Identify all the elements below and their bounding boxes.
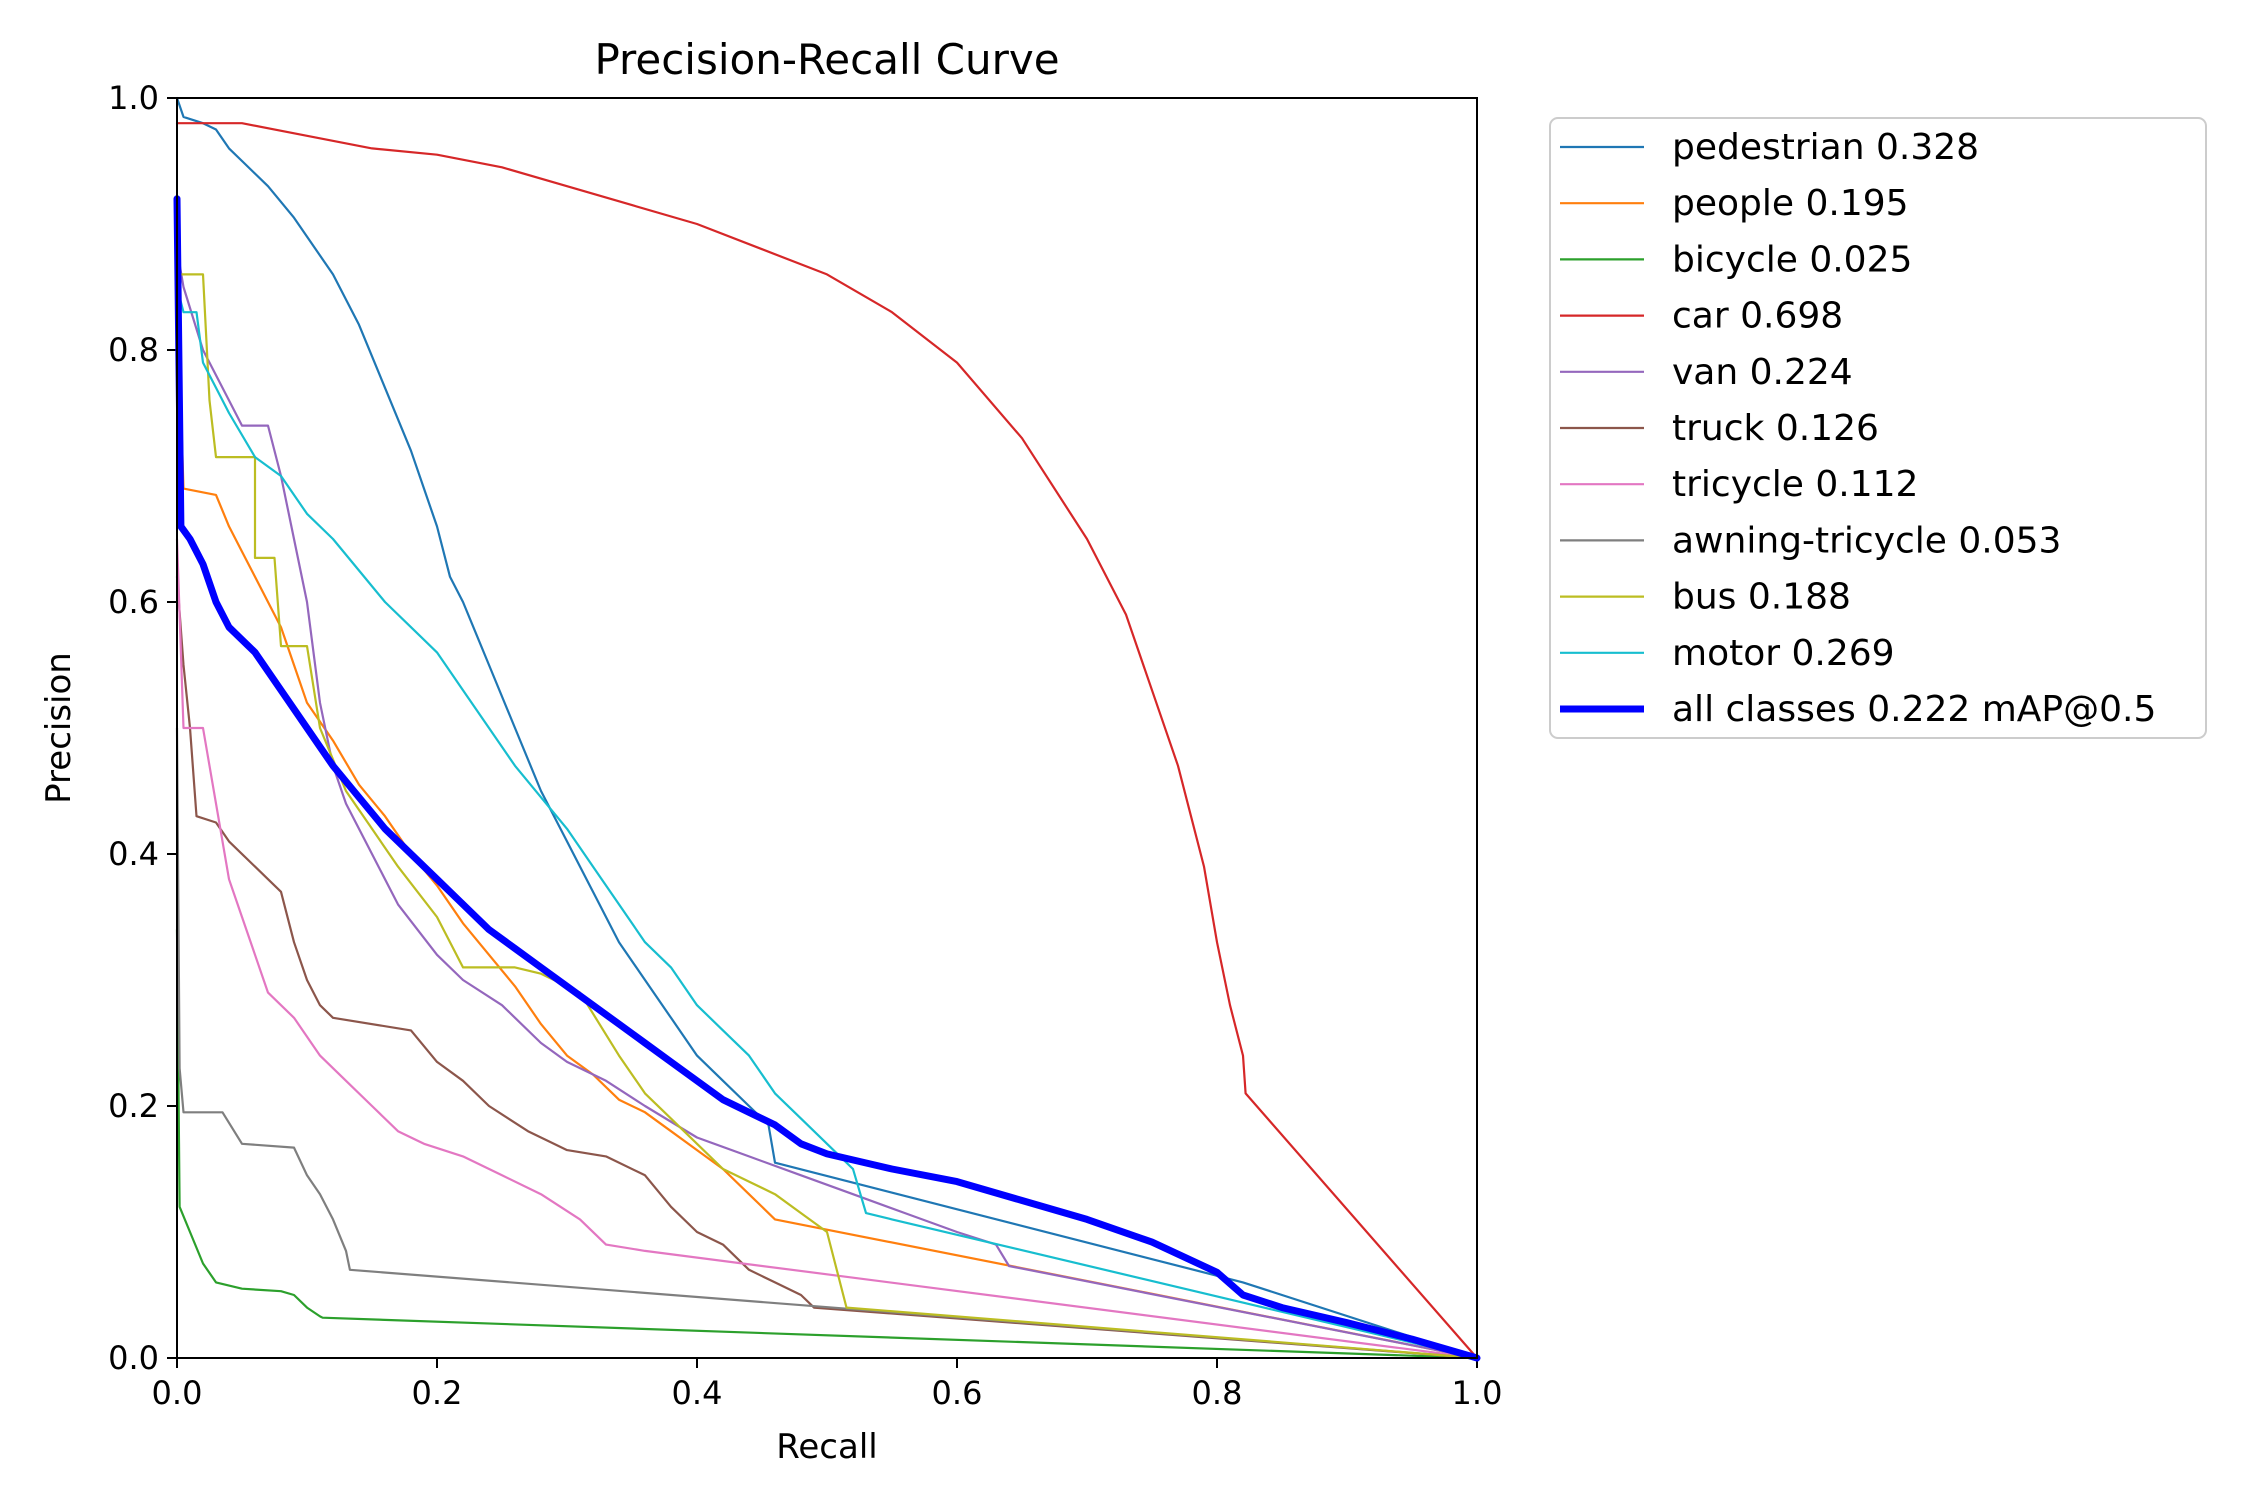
legend-label: motor 0.269 <box>1672 633 1895 674</box>
legend-label: all classes 0.222 mAP@0.5 <box>1672 689 2156 730</box>
plot-frame <box>176 97 1478 1359</box>
y-tick-label: 0.4 <box>108 835 159 873</box>
series-line-0 <box>175 96 1479 1360</box>
x-axis-label: Recall <box>776 1427 877 1467</box>
x-tick-label: 0.0 <box>152 1374 203 1412</box>
series-line-4 <box>175 248 1479 1360</box>
series-line-7 <box>175 726 1479 1360</box>
series-line-9 <box>175 285 1479 1360</box>
y-tick-label: 0.0 <box>108 1339 159 1377</box>
series-line-5 <box>175 575 1479 1360</box>
y-tick-label: 0.6 <box>108 583 159 621</box>
legend-label: bus 0.188 <box>1672 577 1851 618</box>
series-line-1 <box>175 285 1479 1360</box>
legend-label: van 0.224 <box>1672 352 1853 393</box>
series-line-2 <box>175 928 1479 1360</box>
chart-title: Precision-Recall Curve <box>594 35 1059 84</box>
x-tick-label: 0.4 <box>672 1374 723 1412</box>
legend-label: pedestrian 0.328 <box>1672 127 1979 168</box>
y-tick-label: 0.8 <box>108 331 159 369</box>
y-tick-label: 1.0 <box>108 79 159 117</box>
series-line-8 <box>175 273 1479 1360</box>
legend-label: tricycle 0.112 <box>1672 464 1918 505</box>
y-axis-label: Precision <box>39 652 79 804</box>
plot-curves <box>173 96 1481 1362</box>
series-line-10 <box>173 195 1481 1362</box>
x-tick-label: 0.2 <box>412 1374 463 1412</box>
y-tick-label: 0.2 <box>108 1087 159 1125</box>
series-line-3 <box>175 122 1479 1360</box>
legend-label: bicycle 0.025 <box>1672 239 1912 280</box>
x-tick-label: 0.8 <box>1192 1374 1243 1412</box>
chart-legend: pedestrian 0.328 people 0.195 bicycle 0.02… <box>1549 117 2207 739</box>
legend-frame <box>1549 117 2207 739</box>
legend-label: car 0.698 <box>1672 296 1843 337</box>
legend-label: people 0.195 <box>1672 183 1909 224</box>
series-line-6 <box>175 537 1479 1360</box>
x-tick-label: 0.6 <box>932 1374 983 1412</box>
axis-ticks: 0.0 0.2 0.4 0.6 0.8 1.0 0.0 0.2 0.4 0.6 0.8 1.0 <box>108 79 1502 1412</box>
x-tick-label: 1.0 <box>1452 1374 1503 1412</box>
legend-label: awning-tricycle 0.053 <box>1672 520 2061 561</box>
legend-label: truck 0.126 <box>1672 408 1879 449</box>
